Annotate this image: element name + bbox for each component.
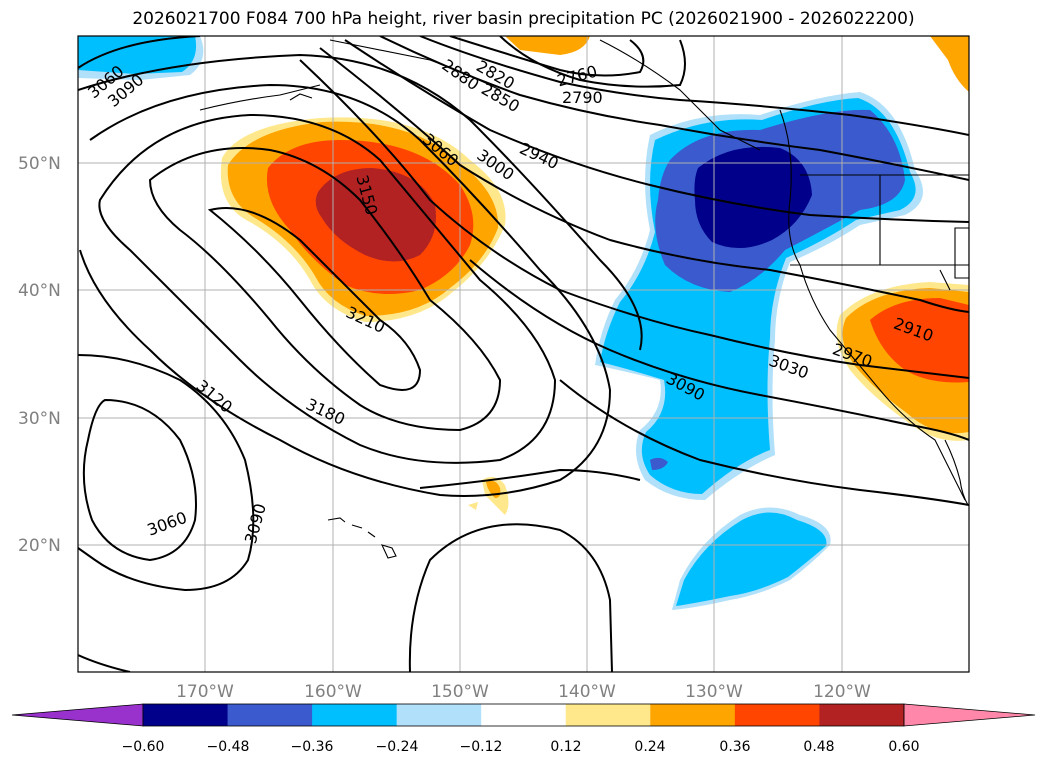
- lat-tick-label: 20°N: [18, 536, 61, 556]
- colorbar-extend-high: [903, 703, 1036, 727]
- colorbar-tick-label: −0.12: [460, 739, 503, 755]
- colorbar-segment: [396, 704, 482, 726]
- contour-label: 2790: [562, 88, 603, 107]
- colorbar: [11, 703, 1036, 727]
- colorbar-segment: [734, 704, 820, 726]
- lat-tick-label: 50°N: [18, 154, 61, 174]
- colorbar-segment: [312, 704, 398, 726]
- colorbar-extend-low: [11, 703, 144, 727]
- colorbar-segment: [819, 704, 905, 726]
- map-frame: [77, 35, 970, 673]
- colorbar-tick-label: −0.60: [122, 739, 165, 755]
- contour-label: 3090: [241, 501, 270, 545]
- colorbar-tick-label: 0.36: [719, 739, 750, 755]
- colorbar-segment: [481, 704, 567, 726]
- lat-axis: 50°N 40°N 30°N 20°N: [18, 154, 61, 556]
- contour-label: 2940: [517, 139, 562, 173]
- colorbar-tick-label: 0.12: [550, 739, 581, 755]
- colorbar-segment: [143, 704, 229, 726]
- lon-tick-label: 160°W: [304, 682, 362, 702]
- colorbar-tick-label: −0.36: [291, 739, 334, 755]
- colorbar-tick-label: −0.24: [376, 739, 419, 755]
- colorbar-frame: [142, 703, 905, 727]
- lon-tick-label: 120°W: [813, 682, 871, 702]
- lon-tick-label: 140°W: [558, 682, 616, 702]
- colorbar-segment: [650, 704, 736, 726]
- height-contours: [78, 36, 969, 672]
- contour-label: 3060: [145, 508, 190, 540]
- colorbar-segment: [565, 704, 651, 726]
- contour-label: 3180: [303, 394, 348, 428]
- colorbar-tick-label: 0.48: [803, 739, 834, 755]
- colorbar-tick-label: 0.60: [888, 739, 919, 755]
- colorbar-ticks: −0.60 −0.48 −0.36 −0.24 −0.12 0.12 0.24 …: [122, 739, 920, 755]
- lat-tick-label: 40°N: [18, 281, 61, 301]
- lon-tick-label: 170°W: [176, 682, 234, 702]
- colorbar-tick-label: 0.24: [634, 739, 665, 755]
- lon-tick-label: 130°W: [685, 682, 743, 702]
- map-title: 2026021700 F084 700 hPa height, river ba…: [132, 9, 915, 29]
- contour-label: 2880: [438, 55, 482, 94]
- gridlines: [78, 36, 969, 672]
- colorbar-tick-label: −0.48: [207, 739, 250, 755]
- lon-axis: 170°W 160°W 150°W 140°W 130°W 120°W: [176, 682, 871, 702]
- lon-tick-label: 150°W: [431, 682, 489, 702]
- colorbar-segment: [227, 704, 313, 726]
- lat-tick-label: 30°N: [18, 409, 61, 429]
